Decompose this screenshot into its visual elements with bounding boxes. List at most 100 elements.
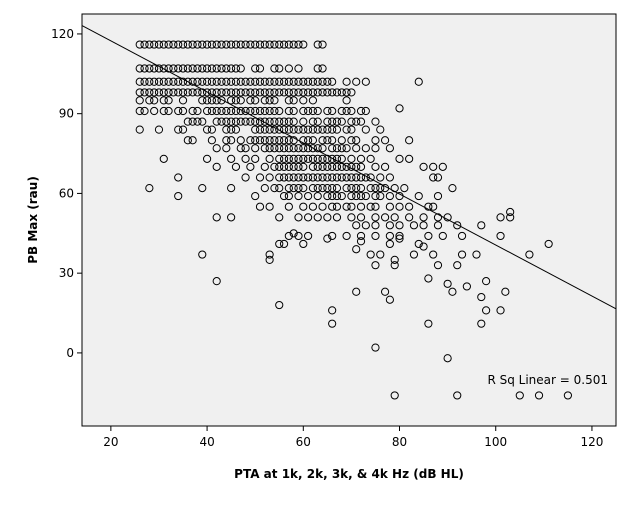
data-point xyxy=(328,154,337,163)
data-point xyxy=(352,117,361,126)
data-point xyxy=(328,319,337,328)
data-point xyxy=(289,125,298,134)
data-point xyxy=(174,64,183,73)
data-point xyxy=(207,64,216,73)
data-point xyxy=(251,96,260,105)
data-point xyxy=(265,125,274,134)
data-point xyxy=(150,64,159,73)
data-point xyxy=(380,213,390,222)
data-point xyxy=(222,136,231,145)
data-point xyxy=(347,154,356,163)
data-point xyxy=(395,231,404,241)
data-point xyxy=(294,173,303,182)
data-point xyxy=(356,184,366,193)
y-tick-label: 30 xyxy=(59,266,74,280)
x-tick-label: 80 xyxy=(392,435,407,449)
data-point xyxy=(260,162,269,171)
data-point xyxy=(299,77,308,86)
data-point xyxy=(207,96,216,105)
data-point xyxy=(433,221,443,230)
data-point xyxy=(265,96,274,105)
data-point xyxy=(304,173,313,182)
data-point xyxy=(164,64,173,73)
data-point xyxy=(313,125,322,134)
data-point xyxy=(352,136,361,145)
data-point xyxy=(275,136,284,145)
data-point xyxy=(424,319,433,328)
data-point xyxy=(318,162,327,171)
data-point xyxy=(164,106,173,116)
data-point xyxy=(284,162,293,171)
data-point xyxy=(342,231,351,241)
data-point xyxy=(385,144,394,153)
data-point xyxy=(361,106,370,116)
data-point xyxy=(371,261,380,270)
data-point xyxy=(251,40,260,49)
data-point xyxy=(174,191,183,201)
data-point xyxy=(342,184,351,193)
data-point xyxy=(183,64,192,73)
data-point xyxy=(255,40,265,49)
data-point xyxy=(159,88,168,97)
data-point xyxy=(145,40,154,49)
data-point xyxy=(222,106,231,116)
data-point xyxy=(405,154,414,163)
data-point xyxy=(299,136,308,145)
data-point xyxy=(135,125,144,134)
data-point xyxy=(342,162,351,171)
data-point xyxy=(289,229,298,238)
data-point xyxy=(227,64,236,73)
data-point xyxy=(236,144,245,153)
data-point xyxy=(202,154,212,163)
data-point xyxy=(241,154,250,163)
data-point xyxy=(188,117,197,126)
data-point xyxy=(227,184,236,193)
data-point xyxy=(400,184,409,193)
x-tick-label: 120 xyxy=(580,435,603,449)
data-point xyxy=(299,184,308,193)
data-point xyxy=(241,88,250,97)
data-point xyxy=(289,184,298,193)
data-point xyxy=(154,88,164,97)
data-point xyxy=(342,125,351,134)
data-point xyxy=(380,162,390,171)
data-point xyxy=(246,117,255,126)
data-point xyxy=(140,77,149,86)
data-point xyxy=(501,287,510,296)
data-point xyxy=(251,125,260,134)
data-point xyxy=(212,277,221,286)
data-point xyxy=(174,88,183,97)
data-point xyxy=(231,88,241,97)
data-point xyxy=(482,277,491,286)
data-point xyxy=(279,117,289,126)
data-point xyxy=(207,125,216,134)
data-point xyxy=(366,202,375,211)
data-point xyxy=(231,125,241,134)
data-point xyxy=(299,202,308,211)
data-point xyxy=(356,213,366,222)
data-point xyxy=(279,40,289,49)
data-point xyxy=(294,162,303,171)
data-point xyxy=(198,96,207,105)
data-point xyxy=(385,231,394,241)
data-point xyxy=(275,154,284,163)
data-point xyxy=(429,162,438,171)
data-point xyxy=(299,40,308,49)
data-point xyxy=(496,306,505,315)
data-point xyxy=(275,64,284,73)
y-axis: 0 30 60 90 120 xyxy=(51,27,82,360)
data-point xyxy=(198,184,207,193)
data-point xyxy=(275,144,284,153)
data-point xyxy=(251,117,260,126)
data-point xyxy=(227,136,236,145)
data-point xyxy=(371,136,380,145)
data-point xyxy=(395,221,404,230)
data-point xyxy=(328,306,337,315)
data-point xyxy=(284,231,293,241)
data-point xyxy=(241,40,250,49)
data-point xyxy=(371,191,380,201)
data-point xyxy=(145,64,154,73)
data-point xyxy=(342,88,351,97)
data-point xyxy=(438,162,447,171)
data-point xyxy=(337,136,346,145)
